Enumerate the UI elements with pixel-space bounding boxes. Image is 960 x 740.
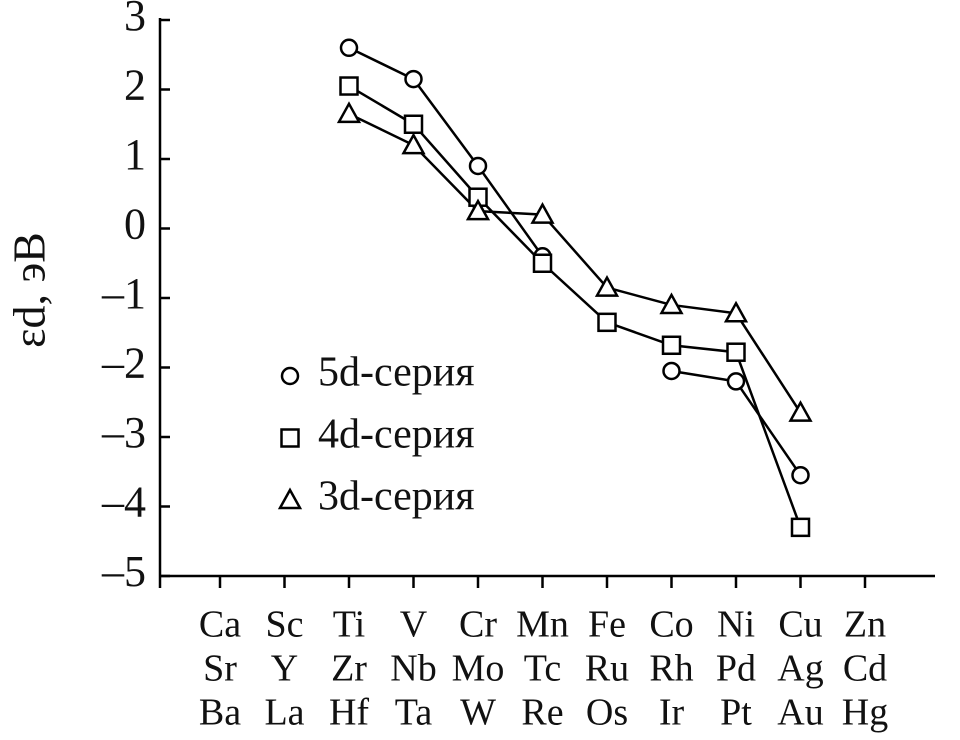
x-category-label: Ni xyxy=(717,604,755,646)
y-tick-label: 2 xyxy=(124,61,146,110)
x-category-label: Hg xyxy=(842,692,888,734)
x-category-label: Cr xyxy=(459,604,497,646)
data-point xyxy=(404,69,423,89)
series-line xyxy=(348,112,802,414)
y-tick-label: –5 xyxy=(101,547,146,596)
x-category-label: Au xyxy=(777,692,823,734)
y-tick-label: –2 xyxy=(101,339,146,388)
data-point xyxy=(661,335,682,356)
legend-label: 4d-серия xyxy=(318,412,475,458)
data-point xyxy=(339,76,359,96)
x-category-label: Sc xyxy=(266,604,304,646)
y-tick-label: 0 xyxy=(124,200,146,249)
x-category-label: Sr xyxy=(203,648,237,690)
x-category-label: V xyxy=(400,604,428,646)
x-category-label: Y xyxy=(271,648,298,690)
data-point xyxy=(662,361,681,381)
data-point xyxy=(532,253,553,273)
data-point xyxy=(468,156,488,176)
x-category-label: Pt xyxy=(720,692,752,734)
x-category-label: Ir xyxy=(659,692,685,734)
y-axis-label: εd, эВ xyxy=(4,232,55,348)
data-point xyxy=(597,312,617,333)
legend-label: 5d-серия xyxy=(318,350,475,396)
data-point xyxy=(790,517,811,538)
x-category-label: Tc xyxy=(524,648,561,690)
x-category-label: Hf xyxy=(329,692,369,734)
data-point xyxy=(530,202,555,224)
legend-marker xyxy=(280,366,300,386)
x-category-label: Cd xyxy=(843,648,887,690)
data-point xyxy=(403,114,424,134)
data-point xyxy=(726,342,746,362)
x-category-label: Pd xyxy=(716,648,756,690)
x-category-label: Ca xyxy=(199,604,241,646)
legend-marker xyxy=(280,428,300,448)
legend-marker xyxy=(277,487,303,510)
x-category-label: Ag xyxy=(777,648,823,690)
data-point xyxy=(401,132,426,155)
legend-label: 3d-серия xyxy=(318,474,475,520)
y-tick-label: –3 xyxy=(101,408,146,457)
data-point xyxy=(336,101,362,124)
x-category-label: Nb xyxy=(390,648,436,690)
x-category-label: Mo xyxy=(452,648,505,690)
x-category-label: Ba xyxy=(199,692,241,734)
x-category-label: Mn xyxy=(516,604,569,646)
data-point xyxy=(788,400,813,422)
data-point xyxy=(339,38,359,58)
y-tick-label: 1 xyxy=(124,130,146,179)
data-point xyxy=(791,465,810,485)
data-point xyxy=(723,300,749,323)
x-category-label: Ru xyxy=(585,648,629,690)
data-point xyxy=(726,372,746,391)
x-category-label: La xyxy=(264,692,304,734)
x-category-label: Ti xyxy=(333,604,365,646)
x-category-label: Ta xyxy=(395,692,433,734)
x-category-label: Re xyxy=(521,692,563,734)
data-point xyxy=(594,275,620,297)
y-tick-label: –4 xyxy=(101,478,146,527)
series-line xyxy=(348,84,802,528)
y-tick-label: 3 xyxy=(124,0,146,40)
data-point xyxy=(465,198,491,221)
x-category-label: Os xyxy=(586,692,628,734)
x-category-label: W xyxy=(460,692,496,734)
x-category-label: Fe xyxy=(588,604,626,646)
y-tick-label: –1 xyxy=(101,269,146,318)
x-category-label: Zn xyxy=(844,604,886,646)
x-category-label: Cu xyxy=(778,604,822,646)
x-category-label: Rh xyxy=(649,648,693,690)
x-category-label: Co xyxy=(649,604,693,646)
data-point xyxy=(659,292,684,315)
x-category-label: Zr xyxy=(331,648,367,690)
